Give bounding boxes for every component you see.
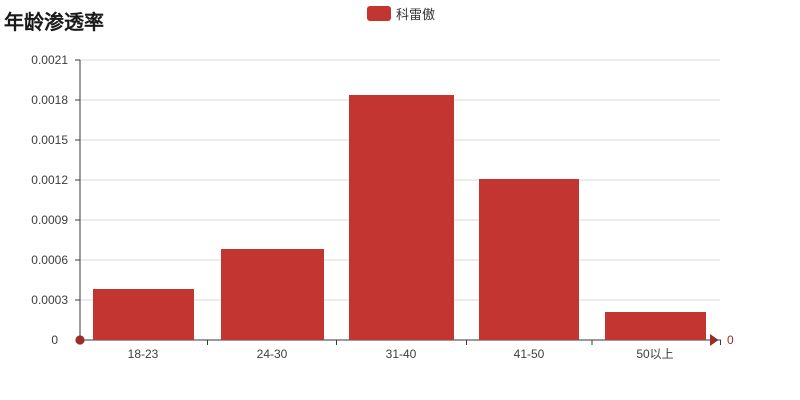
svg-text:0.0006: 0.0006 <box>31 253 68 267</box>
svg-text:24-30: 24-30 <box>257 347 288 361</box>
svg-text:0.0018: 0.0018 <box>31 93 68 107</box>
svg-text:0.0009: 0.0009 <box>31 213 68 227</box>
svg-text:0.0003: 0.0003 <box>31 293 68 307</box>
svg-text:31-40: 31-40 <box>386 347 417 361</box>
svg-text:0: 0 <box>51 333 58 347</box>
svg-text:0.0015: 0.0015 <box>31 133 68 147</box>
svg-text:41-50: 41-50 <box>514 347 545 361</box>
svg-text:18-23: 18-23 <box>128 347 159 361</box>
svg-text:50以上: 50以上 <box>636 347 673 361</box>
svg-text:0: 0 <box>727 333 734 347</box>
svg-text:0.0021: 0.0021 <box>31 53 68 67</box>
svg-text:0.0012: 0.0012 <box>31 173 68 187</box>
